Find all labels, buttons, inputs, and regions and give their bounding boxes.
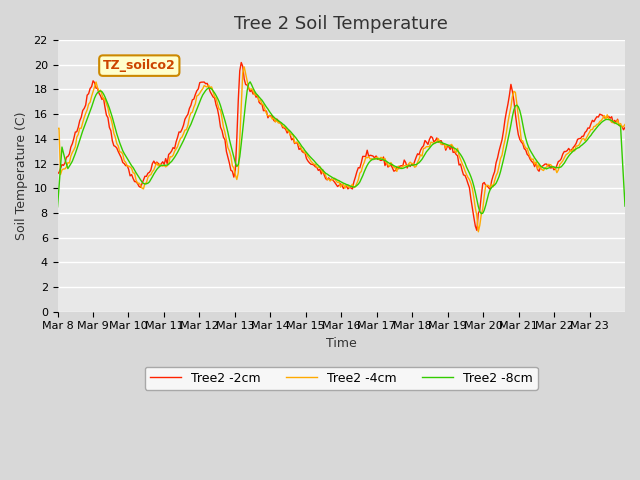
Text: TZ_soilco2: TZ_soilco2 (103, 59, 175, 72)
Line: Tree2 -4cm: Tree2 -4cm (58, 67, 625, 232)
Tree2 -2cm (545, 163, 553, 168)
Tree2 -8cm (477, 211, 485, 216)
Tree2 -4cm (460, 164, 467, 169)
Tree2 -4cm (241, 64, 248, 70)
Tree2 -4cm (347, 183, 355, 189)
X-axis label: Time: Time (326, 337, 356, 350)
Tree2 -8cm (246, 79, 254, 85)
Tree2 -2cm (620, 127, 627, 132)
Y-axis label: Soil Temperature (C): Soil Temperature (C) (15, 112, 28, 240)
Title: Tree 2 Soil Temperature: Tree 2 Soil Temperature (234, 15, 448, 33)
Tree2 -8cm (54, 204, 61, 210)
Tree2 -8cm (545, 165, 553, 171)
Tree2 -8cm (347, 183, 355, 189)
Tree2 -2cm (91, 80, 99, 85)
Tree2 -4cm (620, 124, 627, 130)
Tree2 -2cm (460, 172, 467, 178)
Line: Tree2 -8cm: Tree2 -8cm (58, 82, 625, 214)
Tree2 -2cm (237, 60, 245, 65)
Tree2 -4cm (54, 126, 61, 132)
Tree2 -8cm (460, 157, 467, 163)
Tree2 -2cm (473, 228, 481, 233)
Tree2 -4cm (73, 134, 81, 140)
Tree2 -8cm (620, 177, 627, 182)
Tree2 -2cm (347, 185, 355, 191)
Tree2 -8cm (621, 203, 629, 209)
Tree2 -4cm (91, 84, 99, 89)
Legend: Tree2 -2cm, Tree2 -4cm, Tree2 -8cm: Tree2 -2cm, Tree2 -4cm, Tree2 -8cm (145, 367, 538, 390)
Tree2 -4cm (621, 121, 629, 127)
Tree2 -2cm (73, 129, 81, 135)
Line: Tree2 -2cm: Tree2 -2cm (58, 62, 625, 230)
Tree2 -8cm (73, 146, 81, 152)
Tree2 -8cm (91, 95, 99, 101)
Tree2 -2cm (54, 171, 61, 177)
Tree2 -2cm (621, 125, 629, 131)
Tree2 -4cm (474, 229, 482, 235)
Tree2 -4cm (545, 162, 553, 168)
